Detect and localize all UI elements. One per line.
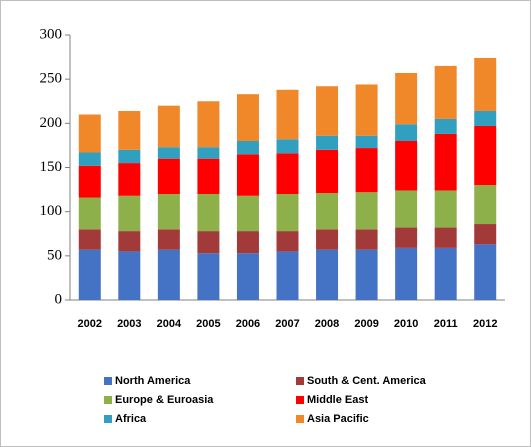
- x-tick-label: 2004: [157, 318, 182, 330]
- bar-segment: [434, 227, 457, 248]
- legend-swatch: [104, 396, 112, 404]
- legend-swatch: [104, 377, 112, 385]
- bar-segment: [474, 244, 497, 300]
- bar-segment: [157, 105, 180, 148]
- bar-segment: [355, 229, 378, 250]
- bar-segment: [395, 72, 418, 125]
- bar-segment: [78, 249, 101, 300]
- legend-label: Africa: [115, 413, 147, 425]
- x-tick-label: 2012: [473, 318, 497, 330]
- bar-segment: [118, 163, 141, 196]
- bar-segment: [434, 190, 457, 228]
- bar-segment: [434, 133, 457, 191]
- bar-segment: [78, 165, 101, 198]
- bar-segment: [118, 149, 141, 164]
- x-tick-label: 2002: [78, 318, 102, 330]
- bar-segment: [355, 192, 378, 230]
- bar-segment: [355, 249, 378, 300]
- legend-label: South & Cent. America: [307, 375, 427, 387]
- bar-segment: [276, 231, 299, 252]
- bar-segment: [316, 193, 339, 230]
- bar-segment: [236, 141, 259, 155]
- x-tick-label: 2008: [315, 318, 339, 330]
- bar-segment: [236, 94, 259, 141]
- legend-label: Middle East: [307, 394, 368, 406]
- bar-segment: [355, 148, 378, 193]
- bar-segment: [395, 124, 418, 141]
- bar-segment: [78, 229, 101, 250]
- bar-segment: [197, 101, 220, 148]
- x-tick-label: 2007: [275, 318, 299, 330]
- bar-segment: [236, 154, 259, 196]
- y-tick-label: 200: [40, 115, 63, 131]
- bar-segment: [395, 227, 418, 248]
- bar-segment: [78, 114, 101, 153]
- bar-segment: [276, 153, 299, 194]
- x-tick-label: 2005: [196, 318, 220, 330]
- bar-segment: [474, 57, 497, 111]
- y-tick-label: 150: [40, 159, 63, 175]
- bar-segment: [395, 247, 418, 300]
- legend-label: Europe & Euroasia: [115, 394, 214, 406]
- bar-segment: [157, 229, 180, 250]
- bar-segment: [316, 149, 339, 194]
- bar-segment: [236, 231, 259, 254]
- bar-segment: [276, 139, 299, 154]
- y-tick-label: 0: [55, 291, 63, 307]
- y-tick-label: 300: [40, 26, 63, 42]
- bar-segment: [118, 231, 141, 252]
- x-tick-label: 2009: [354, 318, 378, 330]
- legend-label: Asia Pacific: [307, 413, 369, 425]
- x-tick-label: 2003: [117, 318, 141, 330]
- bar-segment: [316, 229, 339, 250]
- bar-segment: [118, 110, 141, 150]
- bar-segment: [157, 249, 180, 300]
- bar-segment: [197, 158, 220, 194]
- bar-segment: [118, 251, 141, 300]
- bar-segment: [157, 158, 180, 194]
- bar-segment: [276, 89, 299, 140]
- x-tick-label: 2010: [394, 318, 418, 330]
- legend-swatch: [296, 415, 304, 423]
- bar-segment: [78, 152, 101, 166]
- legend-swatch: [296, 377, 304, 385]
- bar-segment: [434, 65, 457, 119]
- bar-segment: [157, 194, 180, 230]
- bar-segment: [395, 190, 418, 228]
- bar-segment: [355, 135, 378, 149]
- bar-segment: [157, 147, 180, 159]
- bar-segment: [197, 253, 220, 300]
- bar-segment: [474, 110, 497, 126]
- y-tick-label: 50: [47, 247, 62, 263]
- bar-segment: [316, 86, 339, 136]
- legend-swatch: [104, 415, 112, 423]
- bar-segment: [316, 249, 339, 300]
- bar-segment: [197, 194, 220, 232]
- bar-segment: [197, 147, 220, 159]
- bar-segment: [434, 247, 457, 300]
- bar-segment: [434, 118, 457, 134]
- bar-segment: [236, 195, 259, 232]
- bar-segment: [355, 84, 378, 136]
- x-tick-label: 2011: [434, 318, 458, 330]
- y-tick-label: 250: [40, 71, 63, 87]
- bar-segment: [118, 195, 141, 232]
- bar-segment: [395, 141, 418, 191]
- bar-segment: [474, 185, 497, 225]
- y-tick-label: 100: [40, 203, 63, 219]
- legend-label: North America: [115, 375, 191, 387]
- bar-segment: [474, 125, 497, 186]
- bar-segment: [316, 135, 339, 150]
- bar-segment: [236, 253, 259, 300]
- bar-segment: [197, 231, 220, 254]
- bar-segment: [276, 251, 299, 300]
- bar-segment: [474, 224, 497, 245]
- bar-segment: [78, 197, 101, 230]
- bar-segment: [276, 194, 299, 232]
- x-tick-label: 2006: [236, 318, 260, 330]
- legend-swatch: [296, 396, 304, 404]
